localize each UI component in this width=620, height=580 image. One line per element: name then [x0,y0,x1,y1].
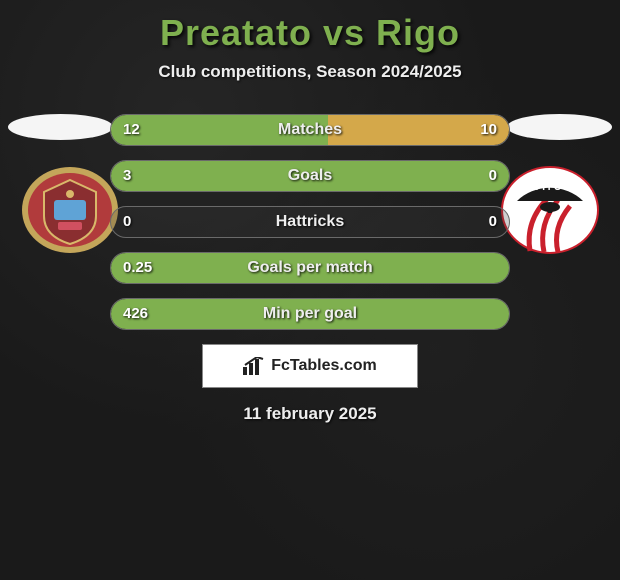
stat-value-right: 0 [489,161,497,191]
player-right-ellipse [507,114,612,140]
svg-text:CARPI FC 1909: CARPI FC 1909 [514,182,587,193]
stat-bar: 0.25Goals per match [110,252,510,284]
date-text: 11 february 2025 [0,404,620,424]
stat-bar: 0Hattricks0 [110,206,510,238]
stat-label: Matches [111,115,509,145]
stat-bar: 426Min per goal [110,298,510,330]
stat-value-left: 0 [123,207,131,237]
club-badge-left [20,166,120,254]
subtitle: Club competitions, Season 2024/2025 [0,62,620,82]
stat-label: Goals [111,161,509,191]
stat-value-right: 10 [480,115,497,145]
stat-value-left: 426 [123,299,148,329]
stat-bar: 3Goals0 [110,160,510,192]
stats-container: 12Matches103Goals00Hattricks00.25Goals p… [110,114,510,330]
player-left-ellipse [8,114,113,140]
stat-label: Hattricks [111,207,509,237]
stat-bar: 12Matches10 [110,114,510,146]
club-badge-right: CARPI FC 1909 [500,166,600,254]
chart-icon [243,357,265,375]
site-logo-text: FcTables.com [271,357,377,375]
stat-value-left: 3 [123,161,131,191]
page-title: Preatato vs Rigo [0,0,620,54]
stat-value-right: 0 [489,207,497,237]
stat-label: Min per goal [111,299,509,329]
content-area: CARPI FC 1909 12Matches103Goals00Hattric… [0,114,620,424]
stat-value-left: 0.25 [123,253,152,283]
stat-value-left: 12 [123,115,140,145]
stat-label: Goals per match [111,253,509,283]
site-logo[interactable]: FcTables.com [202,344,418,388]
